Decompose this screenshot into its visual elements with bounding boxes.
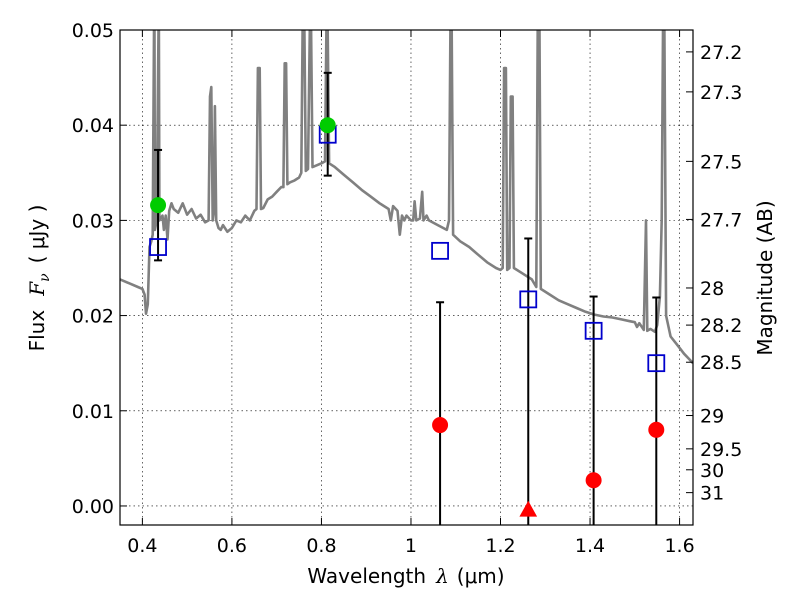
plot-frame: [119, 29, 694, 526]
y-tick-label: 0.04: [72, 115, 114, 137]
y2-tick-label: 28.2: [700, 315, 742, 337]
x-tick-labels: 0.4 0.6 0.8 1 1.2 1.4 1.6: [127, 535, 694, 557]
y-tick-label: 0.02: [72, 306, 114, 328]
nondetection-marker: [432, 417, 449, 434]
svg-text:Magnitude (AB): Magnitude (AB): [753, 200, 777, 355]
x-tick-label: 0.6: [217, 535, 247, 557]
data-markers: [149, 117, 666, 517]
y2-tick-label: 30: [700, 460, 724, 482]
model-square-marker: [519, 290, 538, 309]
y2-tick-label: 28: [700, 278, 724, 300]
svg-text:FluxFν( μJy ): FluxFν( μJy ): [25, 205, 53, 352]
y2-tick-label: 29: [700, 406, 724, 428]
model-square-marker: [584, 321, 603, 340]
plot-area: [120, 30, 693, 525]
model-spectrum-line: [120, 30, 693, 365]
x-tick-label: 1.4: [575, 535, 605, 557]
y2-tick-label: 27.2: [700, 42, 742, 64]
y-axis-title: FluxFν( μJy ): [25, 205, 53, 352]
nondetection-marker: [648, 421, 665, 438]
x-tick-label: 0.8: [306, 535, 336, 557]
axis-ticks: [120, 29, 693, 525]
nondetection-marker: [585, 472, 602, 489]
y2-tick-label: 27.7: [700, 209, 742, 231]
x-tick-label: 1: [405, 535, 417, 557]
error-bars: [154, 71, 661, 525]
x-tick-label: 1.2: [485, 535, 515, 557]
y-tick-label: 0.01: [72, 401, 114, 423]
x-tick-label: 1.6: [664, 535, 694, 557]
y2-tick-label: 29.5: [700, 439, 742, 461]
model-square-marker: [647, 354, 666, 373]
y2-tick-label: 28.5: [700, 352, 742, 374]
y2-tick-label: 31: [700, 483, 724, 505]
y-tick-labels: 0.00 0.01 0.02 0.03 0.04 0.05: [72, 20, 114, 518]
x-axis-title: Wavelength λ (μm): [307, 564, 504, 588]
y2-tick-label: 27.3: [700, 82, 742, 104]
upper-limit-marker: [519, 500, 538, 517]
model-square-marker: [431, 241, 449, 260]
y-tick-label: 0.03: [72, 210, 114, 232]
y2-axis-title: Magnitude (AB): [753, 200, 777, 355]
y-tick-label: 0.00: [72, 496, 114, 518]
y2-tick-label: 27.5: [700, 151, 742, 173]
model-square-marker: [149, 238, 167, 256]
y-tick-label: 0.05: [72, 20, 114, 42]
x-tick-label: 0.4: [127, 535, 157, 557]
detection-marker: [319, 117, 336, 134]
detection-marker: [150, 197, 167, 214]
